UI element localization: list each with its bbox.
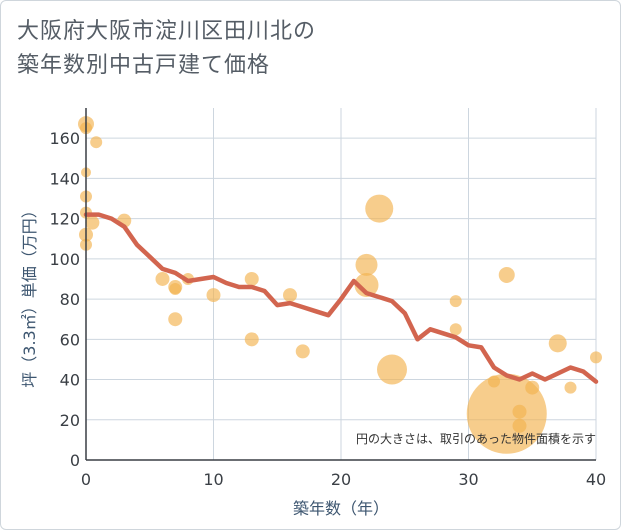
y-tick-label: 60 [60, 330, 80, 349]
bubble-point [169, 283, 182, 296]
size-note: 円の大きさは、取引のあった物件面積を示す [356, 431, 596, 446]
bubble-point [155, 271, 170, 286]
x-tick-label: 10 [203, 470, 223, 489]
bubble-point [466, 373, 547, 454]
tick-labels: 0 20 40 60 80 100 120 140 160 0 10 20 30 40 [49, 129, 606, 489]
y-tick-label: 20 [60, 411, 80, 430]
bubble-series [78, 116, 602, 454]
bubble-point [564, 381, 577, 394]
chart-title-line-2: 築年数別中古戸建て価格 [17, 53, 271, 78]
y-tick-label: 40 [60, 371, 80, 390]
bubble-point [244, 271, 259, 286]
line-series [83, 212, 599, 384]
bubble-point [512, 404, 527, 419]
bubble-point [295, 344, 310, 359]
bubble-point [354, 273, 379, 298]
bubble-point [449, 295, 462, 308]
y-tick-label: 160 [49, 129, 80, 148]
x-tick-label: 0 [81, 470, 91, 489]
bubble-point [498, 266, 515, 283]
y-tick-label: 100 [49, 250, 80, 269]
bubble-point [206, 288, 221, 303]
bubble-point [355, 253, 378, 276]
bubble-point [168, 312, 183, 327]
axes [85, 108, 596, 461]
x-tick-label: 40 [586, 470, 606, 489]
y-axis-label: 坪（3.3㎡）単価（万円） [20, 202, 39, 387]
bubble-point [590, 351, 602, 364]
y-tick-label: 80 [60, 290, 80, 309]
x-tick-label: 30 [458, 470, 478, 489]
bubble-point [525, 380, 540, 395]
y-tick-label: 0 [70, 451, 80, 470]
bubble-point [90, 136, 103, 149]
bubble-point [283, 288, 297, 303]
bubble-point [85, 215, 100, 230]
bubble-point [449, 323, 462, 336]
bubble-point [548, 334, 567, 353]
bubble-point [377, 354, 407, 385]
bubble-point [512, 418, 527, 433]
chart-title: 大阪府大阪市淀川区田川北の 築年数別中古戸建て価格 [17, 15, 577, 83]
x-tick-label: 20 [331, 470, 351, 489]
bubble-point [244, 332, 259, 347]
average-price-line [83, 212, 599, 384]
chart-title-line-1: 大阪府大阪市淀川区田川北の [17, 19, 317, 44]
x-axis-label: 築年数（年） [293, 499, 389, 518]
y-tick-label: 140 [49, 169, 80, 188]
bubble-point [365, 194, 394, 223]
y-tick-label: 120 [49, 210, 80, 229]
